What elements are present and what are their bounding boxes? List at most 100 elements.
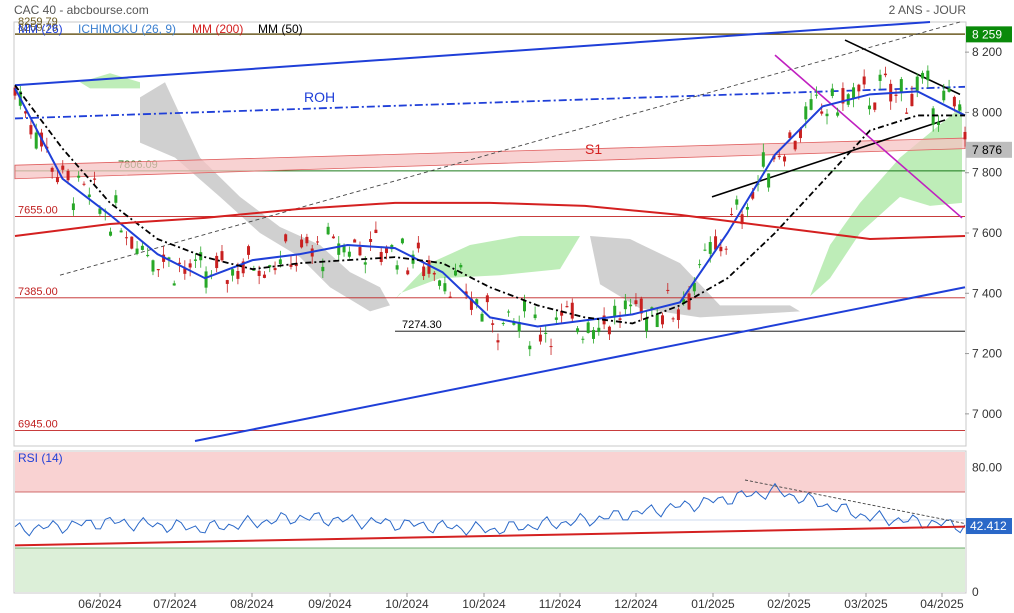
candle-body <box>24 111 28 114</box>
candle-body <box>607 326 611 335</box>
candle-body <box>485 295 489 303</box>
candle-body <box>124 237 128 239</box>
candle-body <box>130 236 134 249</box>
candle-body <box>379 251 383 262</box>
candle-body <box>448 296 452 298</box>
candle-body <box>666 289 670 291</box>
rsi-tick-label: 0 <box>972 585 979 599</box>
candle-body <box>836 112 840 116</box>
candle-body <box>188 263 192 268</box>
s1-label: S1 <box>585 141 602 157</box>
candle-body <box>475 299 479 305</box>
candle-body <box>443 283 447 292</box>
legend-mm200: MM (200) <box>192 22 243 36</box>
candle-body <box>565 306 569 308</box>
rsi-label: RSI (14) <box>18 451 63 465</box>
candle-body <box>480 313 484 322</box>
candle-body <box>342 244 346 253</box>
price-tick-label: 7 600 <box>972 226 1002 240</box>
candle-body <box>783 156 787 162</box>
candle-body <box>459 264 463 268</box>
candle-body <box>236 271 240 279</box>
candle-body <box>193 259 197 261</box>
roh-line <box>14 85 966 120</box>
support-level-label-top: 8259.79 <box>18 16 58 28</box>
candle-body <box>745 206 749 210</box>
candle-body <box>591 329 595 339</box>
candle-body <box>576 328 580 333</box>
date-label: 08/2024 <box>230 597 274 611</box>
candle-body <box>921 72 925 79</box>
chart-period: 2 ANS - JOUR <box>889 3 967 17</box>
candle-body <box>215 255 219 269</box>
candle-body <box>814 94 818 96</box>
candle-body <box>119 230 123 233</box>
price-tick-label: 7 200 <box>972 347 1002 361</box>
candle-body <box>294 263 298 267</box>
candle-body <box>798 128 802 139</box>
price-tick-label: 7 800 <box>972 166 1002 180</box>
price-tick-label: 7 400 <box>972 286 1002 300</box>
candle-body <box>862 76 866 85</box>
candle-body <box>740 214 744 225</box>
legend-mm26: MM (26) <box>18 22 63 36</box>
candle-body <box>629 304 633 307</box>
candle-body <box>708 242 712 254</box>
candle-body <box>841 88 845 104</box>
candle-body <box>501 323 505 325</box>
price-tick-label: 8 200 <box>972 45 1002 59</box>
candle-body <box>724 248 728 250</box>
candle-body <box>692 282 696 292</box>
candle-body <box>703 249 707 251</box>
price-tag-bg <box>966 141 1012 158</box>
series-mm200 <box>14 201 966 241</box>
candle-body <box>496 340 500 343</box>
candle-body <box>905 112 909 114</box>
candle-body <box>825 113 829 117</box>
candle-body <box>936 122 940 126</box>
candle-body <box>262 274 266 278</box>
candle-body <box>225 280 229 284</box>
rsi-overbought-zone <box>15 452 965 492</box>
upper-channel-line <box>14 21 931 87</box>
candle-body <box>289 264 293 267</box>
candle-body <box>931 108 935 125</box>
candle-body <box>363 262 367 265</box>
candle-body <box>358 247 362 256</box>
candle-body <box>241 261 245 274</box>
series-mm26 <box>14 87 966 328</box>
candle-body <box>538 334 542 342</box>
candle-body <box>867 105 871 110</box>
candle-body <box>560 310 564 316</box>
candle-body <box>952 96 956 107</box>
candle-body <box>761 152 765 167</box>
candle-body <box>427 260 431 274</box>
candle-body <box>878 74 882 81</box>
candle-body <box>915 76 919 91</box>
candle-body <box>873 102 877 110</box>
candle-body <box>114 195 118 203</box>
ichimoku-cloud-bullish-2 <box>810 106 962 297</box>
candle-body <box>830 88 834 96</box>
candle-body <box>533 314 537 319</box>
price-tag-label: 7 876 <box>972 143 1002 157</box>
candle-body <box>639 298 643 314</box>
candle-body <box>71 203 75 211</box>
ichimoku-cloud-bullish-3 <box>80 73 140 89</box>
date-label: 10/2024 <box>462 597 506 611</box>
candle-body <box>618 318 622 320</box>
candle-body <box>172 283 176 286</box>
candle-body <box>167 257 171 260</box>
candle-body <box>247 246 251 255</box>
candle-body <box>682 299 686 304</box>
candle-body <box>305 236 309 244</box>
date-label: 10/2024 <box>385 597 429 611</box>
candle-body <box>66 170 70 181</box>
rsi-tag-bg <box>966 518 1012 535</box>
roh-label: ROH <box>304 89 335 105</box>
candle-body <box>581 338 585 340</box>
candle-body <box>719 246 723 252</box>
candle-body <box>385 246 389 254</box>
candle-body <box>910 93 914 107</box>
